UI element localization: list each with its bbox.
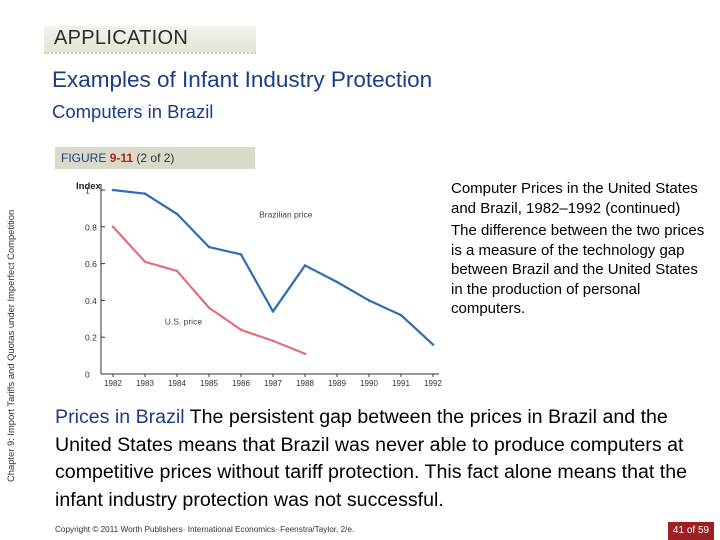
y-tick-label: 0.4 xyxy=(85,296,97,306)
copyright-notice: Copyright © 2011 Worth Publishers· Inter… xyxy=(55,525,355,534)
brazil-price-point xyxy=(335,280,339,284)
caption-title: Computer Prices in the United States and… xyxy=(451,180,698,217)
body-lead: Prices in Brazil xyxy=(55,406,185,428)
y-tick-label: 0.8 xyxy=(85,222,97,232)
slide-title: Examples of Infant Industry Protection xyxy=(52,67,433,92)
brazil-price-point xyxy=(303,264,307,267)
x-tick-label: 1992 xyxy=(424,379,442,388)
brazil-price-point xyxy=(271,310,275,313)
x-tick-label: 1983 xyxy=(136,379,154,388)
section-tag: APPLICATION xyxy=(44,26,256,54)
us-price-point xyxy=(143,260,147,264)
page-current: 41 xyxy=(672,525,685,536)
brazil-price-point xyxy=(111,188,115,192)
x-tick-label: 1987 xyxy=(264,379,282,388)
y-tick-label: 0.2 xyxy=(85,333,97,343)
page-number-badge: 41 of 59 xyxy=(668,522,714,540)
figure-tag: FIGURE 9-11 (2 of 2) xyxy=(55,147,255,169)
brazilian-price-label: Brazilian price xyxy=(259,210,313,220)
brazil-price-point xyxy=(367,299,371,302)
us-price-point xyxy=(207,306,211,310)
x-tick-label: 1990 xyxy=(360,379,378,388)
section-tag-label: APPLICATION xyxy=(54,27,189,49)
x-tick-label: 1982 xyxy=(104,379,122,388)
brazil-price-point xyxy=(175,212,179,216)
brazil-price-point xyxy=(143,192,147,195)
slide-subtitle: Computers in Brazil xyxy=(52,101,214,122)
brazil-price-point xyxy=(431,343,435,346)
page-total: 59 xyxy=(697,525,710,536)
us-price-point xyxy=(239,328,243,332)
y-tick-label: 1 xyxy=(85,186,90,196)
figure-number: 9-11 xyxy=(109,151,134,165)
brazil-price-point xyxy=(399,313,403,317)
us-price-label: U.S. price xyxy=(165,316,203,326)
us-price-point xyxy=(175,269,179,273)
x-tick-label: 1985 xyxy=(200,379,218,388)
figure-label: FIGURE 9-11 (2 of 2) xyxy=(61,151,174,165)
brazil-price-point xyxy=(239,253,243,256)
x-tick-label: 1986 xyxy=(232,379,250,388)
us-price-point xyxy=(303,352,307,356)
caption-body: The difference between the two prices is… xyxy=(451,222,705,317)
y-tick-label: 0.6 xyxy=(85,259,97,269)
page-separator: of xyxy=(684,525,698,536)
x-tick-label: 1991 xyxy=(392,379,410,388)
x-tick-label: 1989 xyxy=(328,379,346,388)
us-price-point xyxy=(111,225,115,229)
brazil-price-point xyxy=(207,245,211,249)
chapter-side-label: Chapter 9: Import Tariffs and Quotas und… xyxy=(5,209,16,482)
figure-word: FIGURE xyxy=(61,151,107,165)
y-tick-label: 0 xyxy=(85,370,90,380)
x-tick-label: 1988 xyxy=(296,379,314,388)
y-axis-title: Index xyxy=(76,181,102,192)
figure-part: (2 of 2) xyxy=(136,151,175,165)
x-tick-label: 1984 xyxy=(168,379,186,388)
chart-container: 0 0.2 0.4 0.6 0.8 1 Index 1982 1983 1984 1985 1986 1… xyxy=(55,172,443,392)
us-price-point xyxy=(271,339,275,343)
body-paragraph: Prices in Brazil The persistent gap betw… xyxy=(55,404,715,514)
figure-caption: Computer Prices in the United States and… xyxy=(451,179,713,319)
body-text: The persistent gap between the prices in… xyxy=(55,406,688,511)
